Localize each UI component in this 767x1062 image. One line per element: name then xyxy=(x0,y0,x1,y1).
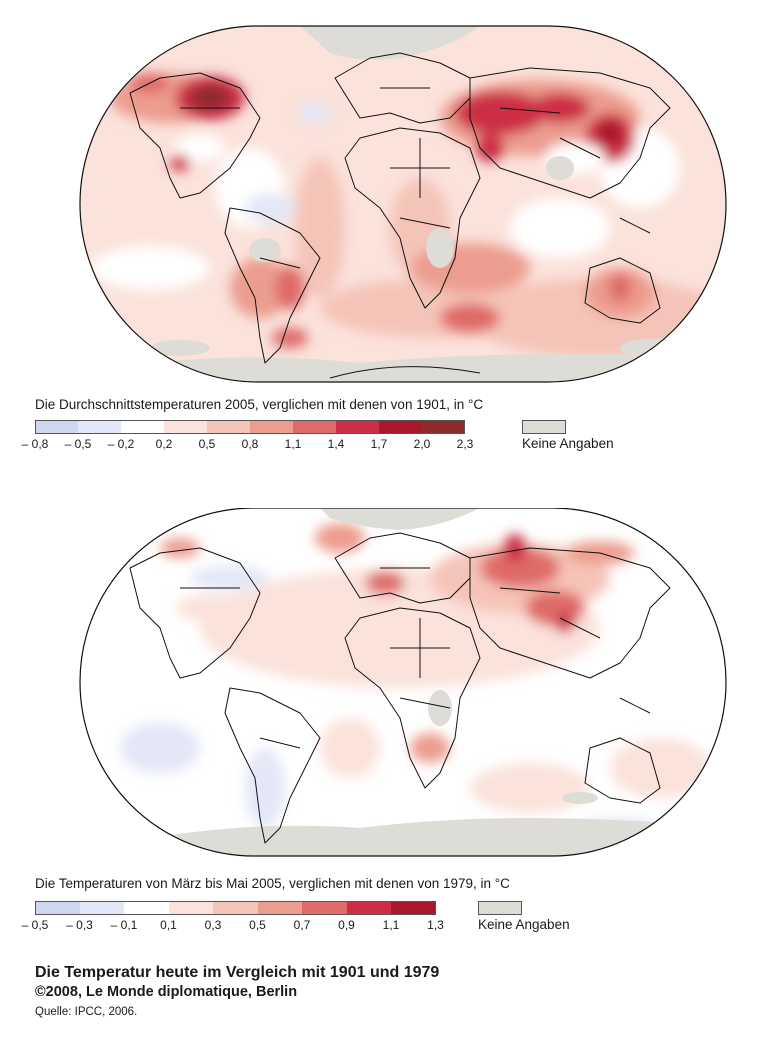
legend-2-no-data-label: Keine Angaben xyxy=(478,917,570,932)
legend-1-no-data-swatch xyxy=(522,420,566,434)
legend-1-swatch-6 xyxy=(293,420,336,434)
legend-1-tick: 2,0 xyxy=(413,437,431,451)
map-2-caption: Die Temperaturen von März bis Mai 2005, … xyxy=(35,876,510,891)
legend-2-no-data-swatch xyxy=(478,901,522,915)
source-note: Quelle: IPCC, 2006. xyxy=(35,1006,138,1018)
legend-2-swatch-4 xyxy=(213,901,258,915)
legend-2-tick: 0,3 xyxy=(204,918,222,932)
legend-2-tick: 0,5 xyxy=(249,918,266,932)
legend-1-swatch-4 xyxy=(207,420,250,434)
legend-2-tick: 1,1 xyxy=(382,918,400,932)
legend-1-swatch-0 xyxy=(35,420,78,434)
footer: Die Temperatur heute im Vergleich mit 19… xyxy=(35,963,439,1020)
legend-1-swatch-2 xyxy=(121,420,164,434)
legend-2-tick: 0,9 xyxy=(338,918,355,932)
legend-2-swatch-2 xyxy=(124,901,169,915)
legend-2-tick: 1,3 xyxy=(427,918,444,932)
copyright-credit: ©2008, Le Monde diplomatique, Berlin xyxy=(35,984,298,1000)
legend-1-tick: – 0,2 xyxy=(107,437,135,451)
legend-2-swatch-0 xyxy=(35,901,80,915)
legend-1-tick: – 0,8 xyxy=(21,437,49,451)
legend-1-tick: 2,3 xyxy=(456,437,474,451)
page-title: Die Temperatur heute im Vergleich mit 19… xyxy=(35,964,440,981)
map-1-legend: – 0,8 – 0,5 – 0,2 0,2 0,5 0,8 1,1 1,4 1,… xyxy=(0,420,767,460)
legend-1-swatch-9 xyxy=(422,420,465,434)
legend-1-tick: 1,1 xyxy=(284,437,302,451)
legend-1-tick: 1,7 xyxy=(370,437,388,451)
legend-2-swatch-5 xyxy=(257,901,302,915)
legend-1-tick: 1,4 xyxy=(327,437,345,451)
legend-1-no-data-label: Keine Angaben xyxy=(522,436,614,451)
legend-1-tick: 0,5 xyxy=(198,437,216,451)
legend-2-swatch-3 xyxy=(168,901,213,915)
legend-1-tick: – 0,5 xyxy=(64,437,92,451)
legend-1-swatch-7 xyxy=(336,420,379,434)
legend-1-swatch-3 xyxy=(164,420,207,434)
legend-1-swatch-1 xyxy=(78,420,121,434)
map-2-legend: – 0,5 – 0,3 – 0,1 0,1 0,3 0,5 0,7 0,9 1,… xyxy=(0,901,767,941)
legend-2-swatch-8 xyxy=(391,901,436,915)
legend-2-tick: 0,7 xyxy=(293,918,311,932)
legend-2-tick: – 0,1 xyxy=(110,918,138,932)
legend-1-swatch-8 xyxy=(379,420,422,434)
map-1-caption: Die Durchschnittstemperaturen 2005, verg… xyxy=(35,397,484,412)
legend-1-tick: 0,2 xyxy=(155,437,173,451)
temperature-map-1901 xyxy=(79,25,727,383)
legend-2-swatch-1 xyxy=(79,901,124,915)
legend-2-tick: – 0,3 xyxy=(66,918,93,932)
temperature-map-1979 xyxy=(79,508,727,857)
legend-1-tick: 0,8 xyxy=(241,437,259,451)
legend-2-tick: – 0,5 xyxy=(21,918,49,932)
legend-2-swatch-7 xyxy=(346,901,391,915)
legend-2-tick: 0,1 xyxy=(160,918,177,932)
legend-1-swatch-5 xyxy=(250,420,293,434)
legend-2-swatch-6 xyxy=(302,901,347,915)
